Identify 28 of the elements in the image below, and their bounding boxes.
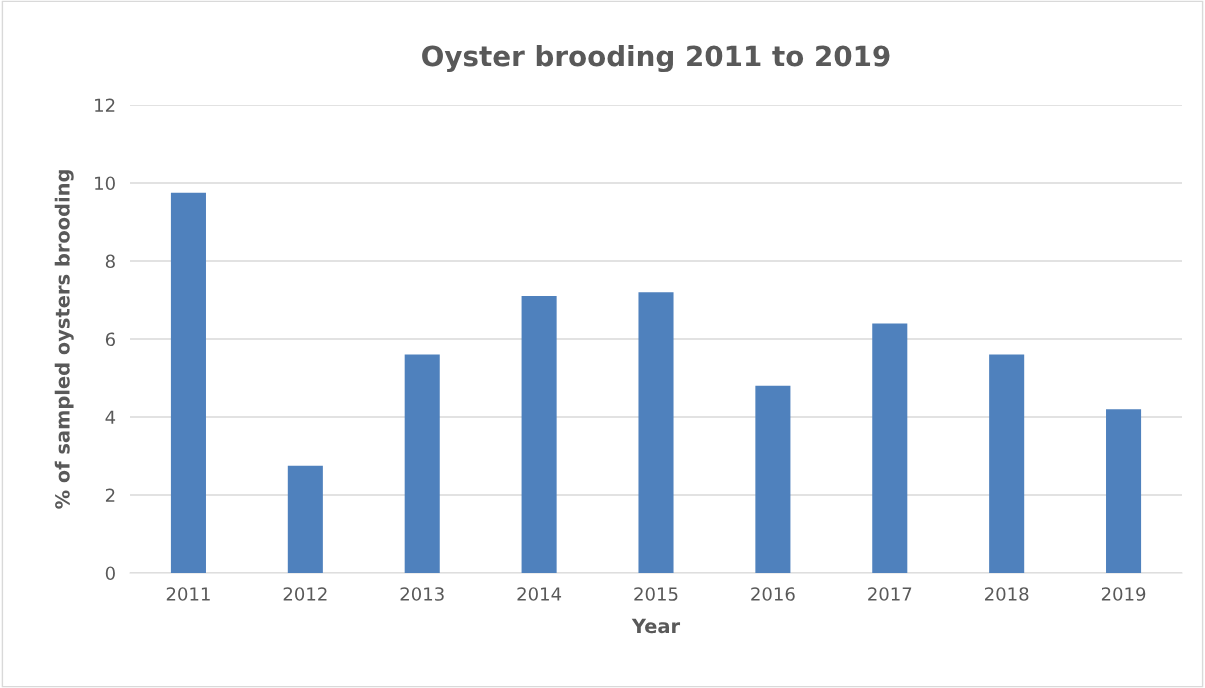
x-tick-label: 2016 xyxy=(751,587,795,601)
bar xyxy=(872,323,908,573)
x-tick-label: 2014 xyxy=(517,587,562,601)
x-tick-label: 2011 xyxy=(166,587,210,601)
bar xyxy=(638,292,674,573)
x-tick-label: 2013 xyxy=(400,587,444,601)
bar xyxy=(404,354,440,573)
y-tick-label: 2 xyxy=(105,488,115,502)
bar xyxy=(170,192,206,573)
x-tick-label: 2012 xyxy=(283,587,327,601)
y-tick-label: 0 xyxy=(105,566,115,581)
bar xyxy=(989,354,1025,573)
chart-title: Oyster brooding 2011 to 2019 xyxy=(422,45,890,73)
y-tick-label: 4 xyxy=(105,410,116,424)
y-tick-label: 8 xyxy=(105,254,115,269)
bar xyxy=(287,465,323,573)
y-tick-label: 6 xyxy=(105,332,115,347)
y-axis-title: % of sampled oysters brooding xyxy=(54,170,74,509)
bar xyxy=(521,296,557,573)
y-tick-label: 12 xyxy=(95,98,115,112)
y-tick-label: 10 xyxy=(95,176,115,191)
x-tick-label: 2015 xyxy=(634,587,678,601)
x-tick-label: 2018 xyxy=(985,587,1029,601)
x-axis-title: Year xyxy=(631,618,681,634)
bar xyxy=(755,385,791,573)
x-tick-label: 2019 xyxy=(1101,587,1146,601)
bar xyxy=(1106,409,1142,573)
x-tick-label: 2017 xyxy=(868,587,912,601)
